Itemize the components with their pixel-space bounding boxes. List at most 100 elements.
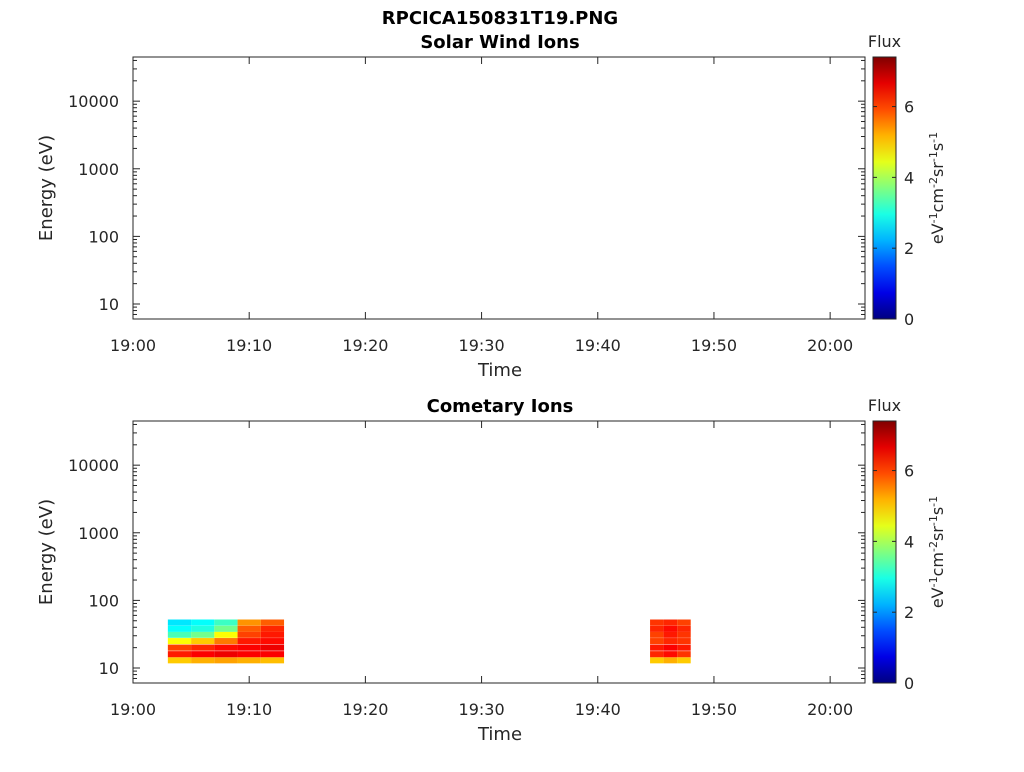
data-cell (191, 631, 215, 638)
data-cell (260, 657, 285, 664)
x-axis-label: Time (477, 360, 522, 381)
data-cell (650, 644, 664, 651)
colorbar-tick-label: 6 (904, 98, 914, 117)
data-cell (650, 638, 664, 645)
data-cell (237, 619, 261, 626)
colorbar-tick-label: 0 (904, 674, 914, 693)
data-cell (191, 651, 215, 658)
colorbar-tick-label: 2 (904, 603, 914, 622)
data-cell (237, 625, 261, 632)
x-tick-label: 19:30 (459, 336, 505, 355)
y-tick-label: 1000 (78, 160, 119, 179)
data-cell (214, 644, 238, 651)
x-tick-label: 19:10 (226, 336, 272, 355)
data-cell (214, 619, 238, 626)
x-tick-label: 19:50 (691, 336, 737, 355)
panel-cometary-ions: Cometary Ions 19:00 19:10 19:20 19:30 19:40 1… (36, 396, 947, 745)
data-cell (167, 638, 192, 645)
y-tick-label: 10 (99, 659, 119, 678)
x-tick-label: 19:50 (691, 700, 737, 719)
x-tick-label: 19:20 (342, 336, 388, 355)
data-cell (260, 625, 285, 632)
data-cell (677, 625, 691, 632)
data-cell (663, 651, 678, 658)
y-tick-label: 10000 (68, 456, 119, 475)
data-cell (663, 625, 678, 632)
data-cell (650, 631, 664, 638)
data-cell (237, 657, 261, 664)
panel-title: Solar Wind Ions (420, 32, 579, 53)
y-tick-label: 10 (99, 295, 119, 314)
data-cell (677, 657, 691, 664)
data-cell (191, 644, 215, 651)
y-tick-label: 100 (88, 227, 119, 246)
data-cell (650, 657, 664, 664)
data-cell (214, 657, 238, 664)
x-tick-label: 19:00 (110, 700, 156, 719)
x-tick-label: 19:30 (459, 700, 505, 719)
data-cell (260, 631, 285, 638)
plot-frame (132, 56, 866, 320)
data-cell (191, 657, 215, 664)
colorbar (872, 56, 897, 320)
panel-solar-wind-ions: Solar Wind Ions 19:00 19:10 19:20 19:30 19:4… (36, 32, 947, 381)
y-axis-label: Energy (eV) (36, 135, 57, 241)
colorbar-tick-label: 4 (904, 532, 914, 551)
colorbar-unit-label: eV-1cm-2sr-1s-1 (927, 132, 948, 244)
colorbar-title: Flux (868, 32, 901, 51)
data-cell (214, 625, 238, 632)
data-cell (237, 644, 261, 651)
data-cell (650, 651, 664, 658)
data-cell (214, 638, 238, 645)
data-cell (677, 644, 691, 651)
x-tick-label: 19:10 (226, 700, 272, 719)
x-tick-label: 19:40 (575, 700, 621, 719)
colorbar-title: Flux (868, 396, 901, 415)
data-cell (237, 631, 261, 638)
data-cell (237, 651, 261, 658)
data-cell (260, 638, 285, 645)
colorbar-tick-label: 2 (904, 239, 914, 258)
data-cell (167, 619, 192, 626)
data-cell (260, 651, 285, 658)
data-cell (650, 619, 664, 626)
data-cell (663, 638, 678, 645)
data-cell (677, 631, 691, 638)
data-cell (260, 619, 285, 626)
data-cell (677, 651, 691, 658)
plot-frame (132, 420, 866, 684)
figure-title: RPCICA150831T19.PNG (382, 8, 618, 29)
x-tick-label: 20:00 (807, 700, 853, 719)
colorbar-tick-label: 4 (904, 168, 914, 187)
data-cell (167, 631, 192, 638)
data-cell (191, 619, 215, 626)
data-cell (167, 657, 192, 664)
data-cell (663, 657, 678, 664)
data-cell (260, 644, 285, 651)
colorbar-tick-label: 0 (904, 310, 914, 329)
colorbar-tick-label: 6 (904, 462, 914, 481)
x-tick-label: 19:00 (110, 336, 156, 355)
data-cell (191, 638, 215, 645)
data-cell (167, 644, 192, 651)
y-axis-label: Energy (eV) (36, 499, 57, 605)
data-cell (663, 631, 678, 638)
x-axis-label: Time (477, 724, 522, 745)
data-cell (214, 631, 238, 638)
data-cell (167, 625, 192, 632)
x-tick-label: 19:20 (342, 700, 388, 719)
y-tick-label: 1000 (78, 524, 119, 543)
colorbar-unit-label: eV-1cm-2sr-1s-1 (927, 496, 948, 608)
colorbar (872, 420, 897, 684)
y-tick-label: 10000 (68, 92, 119, 111)
data-cell (167, 651, 192, 658)
x-tick-label: 19:40 (575, 336, 621, 355)
data-cell (214, 651, 238, 658)
data-cell (677, 619, 691, 626)
panel-title: Cometary Ions (427, 396, 574, 417)
x-tick-label: 20:00 (807, 336, 853, 355)
data-cell (663, 644, 678, 651)
y-tick-label: 100 (88, 591, 119, 610)
